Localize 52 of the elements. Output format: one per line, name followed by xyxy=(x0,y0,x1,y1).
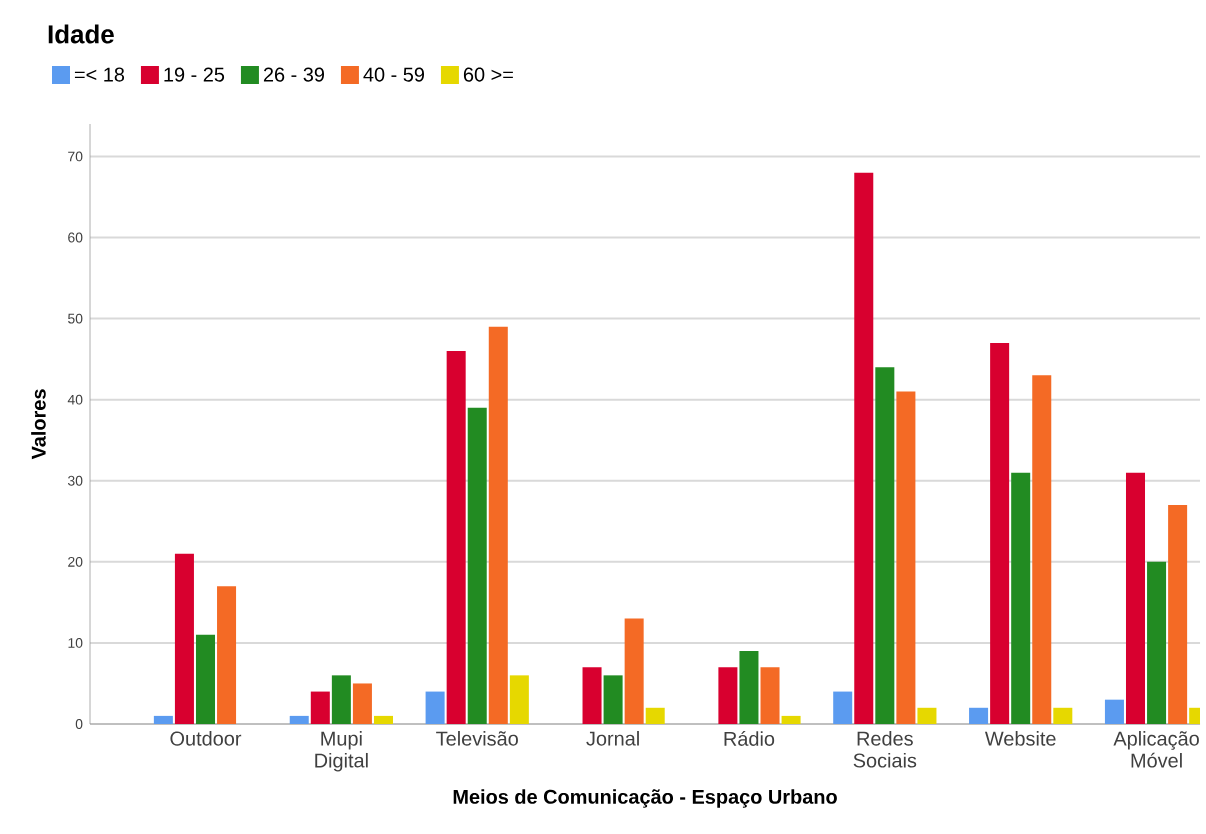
bar xyxy=(854,172,874,724)
bar xyxy=(331,675,351,724)
bar xyxy=(990,342,1010,724)
legend-label: =< 18 xyxy=(74,67,125,82)
x-tick-label: Rádio xyxy=(724,731,775,746)
x-axis-title: Meios de Comunicação - Espaço Urbano xyxy=(453,789,837,808)
x-tick-label: Website xyxy=(984,731,1056,746)
bar xyxy=(718,667,738,724)
x-tick-label: Televisão xyxy=(436,731,518,746)
bar xyxy=(603,675,623,724)
bar xyxy=(760,667,780,724)
x-tick-label: Aplicação Móvel xyxy=(1113,731,1199,768)
bar xyxy=(195,634,216,724)
x-tick-label: Mupi Digital xyxy=(315,731,368,772)
bar xyxy=(467,407,487,724)
bar xyxy=(1053,707,1073,724)
x-tick-label: Redes Sociais xyxy=(853,731,917,768)
legend-label: 40 - 59 xyxy=(363,67,425,82)
bar xyxy=(896,391,916,724)
bar xyxy=(781,715,801,724)
bar xyxy=(645,707,665,724)
y-axis-title: Valores xyxy=(31,389,46,460)
bar xyxy=(1125,472,1146,724)
bar xyxy=(969,707,989,724)
bar xyxy=(1104,699,1124,724)
bar xyxy=(1011,472,1031,724)
bar xyxy=(509,675,529,724)
bar xyxy=(1032,375,1052,724)
legend-label: 26 - 39 xyxy=(263,67,325,82)
x-tick-label: Outdoor xyxy=(170,731,242,746)
bar xyxy=(624,618,644,724)
bar xyxy=(352,683,372,724)
x-tick-label: Jornal xyxy=(586,731,639,746)
legend-title: Idade xyxy=(48,24,114,44)
bar xyxy=(739,651,759,724)
bar xyxy=(373,715,393,724)
bar xyxy=(425,691,445,724)
bar xyxy=(917,707,937,724)
bar xyxy=(1168,505,1188,724)
bar xyxy=(1147,561,1167,724)
bar xyxy=(310,691,330,724)
bar xyxy=(488,326,508,724)
legend-label: 19 - 25 xyxy=(164,67,225,82)
legend-label: 60 >= xyxy=(463,67,513,82)
bar xyxy=(875,367,895,724)
bar xyxy=(174,553,194,724)
bar xyxy=(217,586,237,724)
bar xyxy=(446,351,466,724)
bar xyxy=(153,715,173,724)
bar xyxy=(833,691,853,724)
bar xyxy=(289,715,309,724)
bar xyxy=(582,667,602,724)
